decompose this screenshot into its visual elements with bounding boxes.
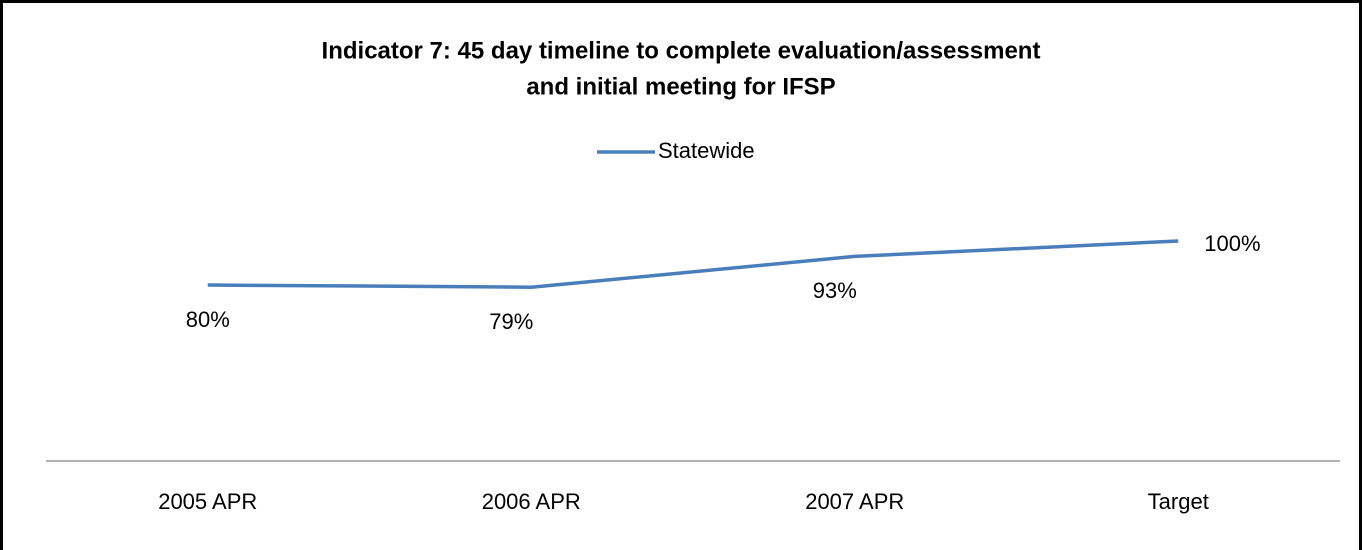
x-tick-label: 2006 APR bbox=[482, 489, 581, 514]
data-label: 93% bbox=[813, 278, 857, 303]
legend-label: Statewide bbox=[658, 138, 755, 163]
data-label: 100% bbox=[1204, 231, 1260, 256]
x-tick-label: 2007 APR bbox=[805, 489, 904, 514]
data-label: 79% bbox=[489, 309, 533, 334]
chart-title: Indicator 7: 45 day timeline to complete… bbox=[322, 37, 1041, 64]
x-tick-label: 2005 APR bbox=[158, 489, 257, 514]
chart-title: and initial meeting for IFSP bbox=[526, 73, 835, 100]
x-tick-label: Target bbox=[1148, 489, 1209, 514]
data-label: 80% bbox=[186, 307, 230, 332]
series-line bbox=[207, 239, 1179, 289]
